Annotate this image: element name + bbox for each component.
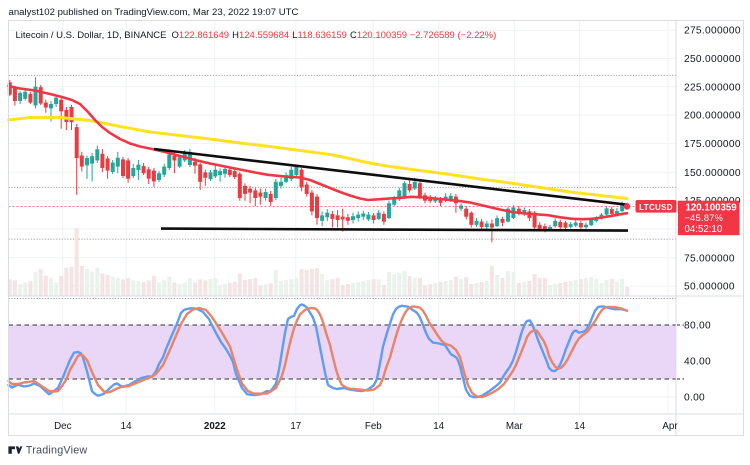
svg-text:LTCUSD: LTCUSD <box>639 203 673 212</box>
svg-text:Dec: Dec <box>54 421 72 432</box>
svg-text:04:52:10: 04:52:10 <box>685 224 723 235</box>
svg-text:14: 14 <box>121 421 132 432</box>
svg-text:17: 17 <box>290 421 301 432</box>
svg-text:120.100359: 120.100359 <box>686 202 738 213</box>
svg-text:80.00: 80.00 <box>684 321 711 332</box>
svg-text:50.000000: 50.000000 <box>684 282 735 293</box>
svg-text:Mar: Mar <box>506 421 524 432</box>
svg-text:Feb: Feb <box>365 421 382 432</box>
svg-text:analyst102 published on Tradin: analyst102 published on TradingView.com,… <box>9 7 299 18</box>
svg-text:250.000000: 250.000000 <box>684 54 741 65</box>
svg-text:−45.87%: −45.87% <box>685 213 724 223</box>
svg-text:Apr: Apr <box>662 421 678 432</box>
svg-text:Litecoin / U.S. Dollar, 1D, BI: Litecoin / U.S. Dollar, 1D, BINANCE O122.… <box>16 30 497 41</box>
svg-text:150.000000: 150.000000 <box>684 168 741 179</box>
svg-text:275.000000: 275.000000 <box>684 26 741 37</box>
svg-text:0.00: 0.00 <box>684 393 705 404</box>
svg-text:225.000000: 225.000000 <box>684 82 741 93</box>
svg-text:40.00: 40.00 <box>684 357 711 368</box>
svg-text:14: 14 <box>433 421 444 432</box>
svg-text:175.000000: 175.000000 <box>684 139 741 150</box>
svg-text:14: 14 <box>574 421 585 432</box>
svg-text:200.000000: 200.000000 <box>684 111 741 122</box>
svg-text:TradingView: TradingView <box>26 444 88 456</box>
svg-text:75.000000: 75.000000 <box>684 253 735 264</box>
svg-text:2022: 2022 <box>204 421 226 432</box>
